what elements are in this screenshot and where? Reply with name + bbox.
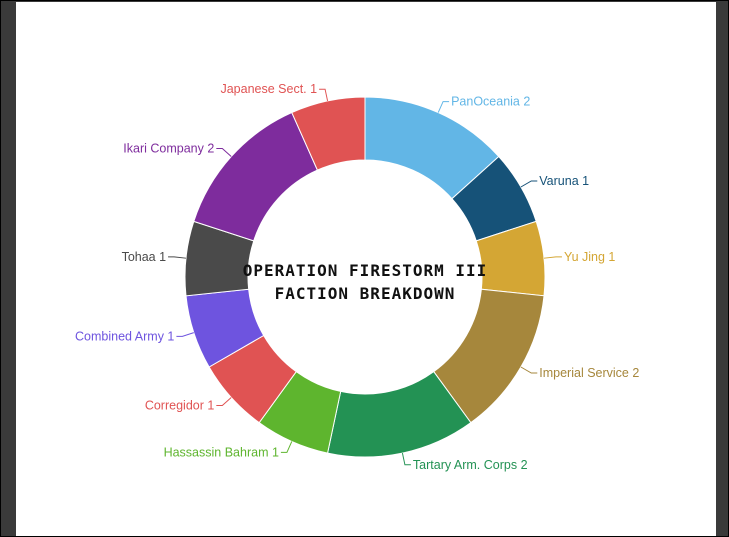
slice-label-7: Combined Army 1 bbox=[75, 329, 174, 343]
slice-label-5: Hassassin Bahram 1 bbox=[164, 445, 279, 459]
leader-line-2 bbox=[543, 256, 562, 259]
leader-line-1 bbox=[520, 180, 538, 188]
slice-label-6: Corregidor 1 bbox=[145, 398, 215, 412]
leader-line-10 bbox=[319, 88, 329, 102]
leader-line-9 bbox=[216, 148, 232, 157]
slice-label-2: Yu Jing 1 bbox=[564, 250, 615, 264]
donut-segments bbox=[184, 96, 546, 458]
slice-10[interactable] bbox=[291, 96, 366, 171]
slice-9[interactable] bbox=[193, 111, 319, 242]
donut-chart: PanOceania 2 Varuna 1 Yu Jing 1 Imperial Se… bbox=[75, 82, 639, 472]
leader-line-8 bbox=[168, 256, 187, 259]
leader-line-6 bbox=[216, 397, 232, 406]
slice-label-1: Varuna 1 bbox=[539, 174, 589, 188]
slice-labels: PanOceania 2 Varuna 1 Yu Jing 1 Imperial Se… bbox=[75, 82, 639, 472]
leader-line-0 bbox=[437, 101, 450, 113]
leader-line-4 bbox=[401, 452, 411, 466]
chart-title-line-2: FACTION BREAKDOWN bbox=[275, 284, 456, 303]
leader-line-5 bbox=[280, 441, 293, 453]
label-leader-lines bbox=[168, 88, 562, 466]
chart-panel: PanOceania 2 Varuna 1 Yu Jing 1 Imperial Se… bbox=[16, 2, 716, 536]
chart-title-line-1: OPERATION FIRESTORM III bbox=[243, 261, 488, 280]
slice-label-0: PanOceania 2 bbox=[451, 95, 530, 109]
slice-label-10: Japanese Sect. 1 bbox=[220, 82, 317, 96]
slice-label-3: Imperial Service 2 bbox=[539, 366, 639, 380]
slice-label-9: Ikari Company 2 bbox=[123, 142, 214, 156]
leader-line-3 bbox=[520, 366, 538, 374]
slice-label-8: Tohaa 1 bbox=[122, 250, 167, 264]
slice-label-4: Tartary Arm. Corps 2 bbox=[413, 458, 528, 472]
leader-line-7 bbox=[176, 332, 194, 337]
